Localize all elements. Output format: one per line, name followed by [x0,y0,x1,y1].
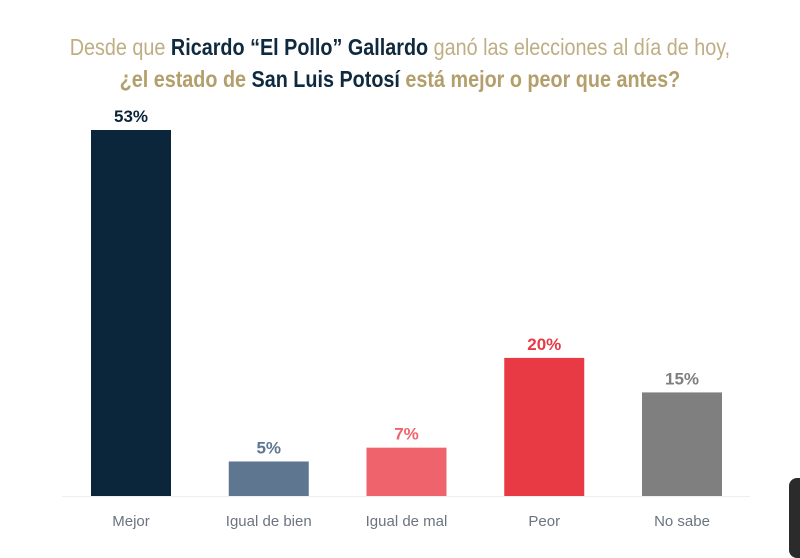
bar-peor [504,357,585,496]
bar-igual-de-bien [228,461,309,496]
title-segment: Desde que [69,34,171,60]
bar-mejor [91,130,171,496]
data-label: 7% [394,425,419,444]
chart-title-line-1: Desde que Ricardo “El Pollo” Gallardo ga… [0,31,800,63]
title-segment: ¿el estado de [119,66,252,92]
title-segment: ganó las elecciones al día de hoy, [428,34,731,60]
title-segment: San Luis Potosí [251,66,400,92]
bar-igual-de-mal [366,447,447,496]
side-panel-handle[interactable] [789,478,800,558]
data-label: 20% [527,335,561,354]
category-label: Mejor [112,513,150,530]
category-label: Peor [528,513,560,530]
category-label: Igual de mal [366,513,448,530]
title-line-2-text: ¿el estado de San Luis Potosí está mejor… [120,63,681,95]
title-line-1-text: Desde que Ricardo “El Pollo” Gallardo ga… [70,31,730,63]
data-label: 15% [665,369,699,388]
chart-title-line-2: ¿el estado de San Luis Potosí está mejor… [0,63,800,95]
category-label: Igual de bien [226,513,312,530]
data-label: 53% [114,107,148,126]
title-segment: Ricardo “El Pollo” Gallardo [170,34,429,60]
category-label: No sabe [654,513,710,530]
bar-no-sabe [642,392,722,496]
title-segment: está mejor o peor que antes? [399,66,681,92]
data-label: 5% [256,438,281,457]
